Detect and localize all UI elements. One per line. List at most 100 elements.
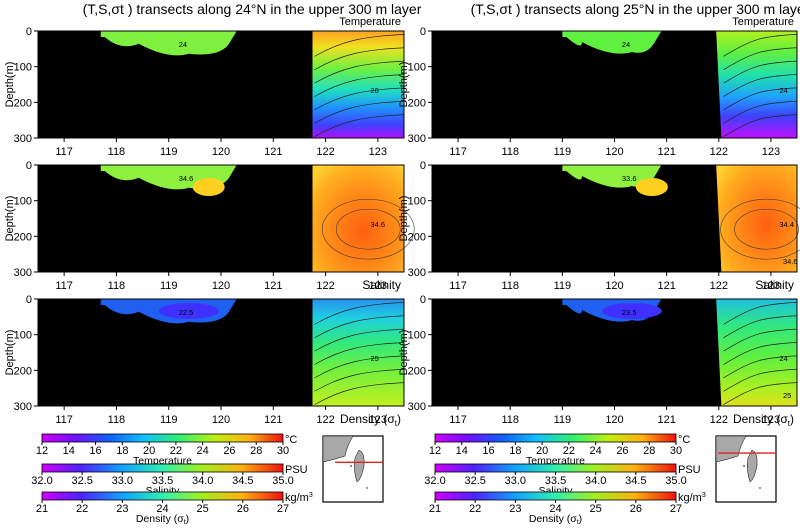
contour-line <box>720 198 800 260</box>
colorbar-tick-label: 24 <box>590 445 602 457</box>
colorbar-tick-label: 22 <box>469 503 481 515</box>
contour-line <box>314 47 405 71</box>
y-tick-label: 300 <box>408 267 426 279</box>
colorbar-unit: °C <box>285 434 297 446</box>
colorbar-tick-label: 34.0 <box>585 475 606 487</box>
x-tick-label: 121 <box>657 414 675 426</box>
colorbar-tick-label: 20 <box>536 445 548 457</box>
x-tick-label: 121 <box>264 146 282 158</box>
colorbar-tick-label: 24 <box>549 503 561 515</box>
x-tick-label: 117 <box>449 146 467 158</box>
colorbar-tick-label: 30 <box>277 445 289 457</box>
colorbar-scale <box>41 433 284 443</box>
contour-line <box>734 208 799 250</box>
contour-label: 24 <box>779 86 787 95</box>
colorbar-tick-label: 35.0 <box>665 475 686 487</box>
contour-label: 25 <box>371 354 379 363</box>
colorbar-tick-label: 27 <box>277 503 289 515</box>
contour-label: 34.4 <box>779 220 794 229</box>
panel-label: Density (σt) <box>340 412 401 428</box>
contour-line <box>314 87 405 111</box>
x-tick-label: 120 <box>212 280 230 292</box>
panel-label: Salinity <box>362 278 401 292</box>
colorbar-scale <box>434 463 677 473</box>
x-tick-label: 119 <box>160 414 178 426</box>
colorbar-tick-label: 28 <box>643 445 655 457</box>
y-tick-label: 200 <box>14 231 32 243</box>
map-mainland <box>715 435 747 463</box>
contour-line <box>314 368 405 392</box>
contour-line <box>723 302 798 325</box>
contour-label: 24 <box>179 40 187 49</box>
panel-24degN-1: 34.6 34.6 0 100 200 300 117 118 119 120 121 122 123 D… <box>4 160 415 292</box>
contour-line <box>314 114 405 137</box>
contour-label: 24 <box>779 354 787 363</box>
x-tick-label: 121 <box>264 414 282 426</box>
colorbar-tick-label: 27 <box>670 503 682 515</box>
x-tick-label: 123 <box>762 280 780 292</box>
colorbar-tick-label: 28 <box>250 445 262 457</box>
contour-line <box>335 208 401 250</box>
y-axis-label: Depth(m) <box>398 196 410 242</box>
x-tick-label: 120 <box>605 414 623 426</box>
contour-line <box>723 328 798 352</box>
shelf-coastal-strip <box>562 165 573 171</box>
x-tick-label: 119 <box>160 280 178 292</box>
colorbar-tick-label: 18 <box>116 445 128 457</box>
contour-label: 34.6 <box>179 174 194 183</box>
colorbar-tick-label: 34.0 <box>192 475 213 487</box>
colorbar-tick-label: 34.5 <box>232 475 253 487</box>
contour-line <box>314 342 405 365</box>
shelf-coastal-strip <box>562 31 573 37</box>
colorbar-tick-label: 12 <box>429 445 441 457</box>
y-tick-label: 300 <box>408 401 426 413</box>
colorbar-tick-label: 26 <box>630 503 642 515</box>
panel-label: Salinity <box>755 278 794 292</box>
panel-25degN-1: 33.6 34.4 34.6 0 100 200 300 117 118 119 120 121 122… <box>398 160 800 292</box>
colorbar-tick-label: 16 <box>89 445 101 457</box>
x-tick-label: 122 <box>710 280 728 292</box>
x-tick-label: 117 <box>55 414 73 426</box>
contour-line <box>723 74 798 97</box>
colorbar-tick-label: 23 <box>116 503 128 515</box>
contour-line <box>723 87 798 111</box>
colorbar-tick-label: 21 <box>36 503 48 515</box>
contour-line <box>314 60 405 84</box>
y-tick-label: 100 <box>14 62 32 74</box>
inset-map-1 <box>715 435 777 503</box>
y-tick-label: 100 <box>14 330 32 342</box>
x-tick-label: 122 <box>710 146 728 158</box>
colorbar-tick-label: 33.5 <box>545 475 566 487</box>
x-tick-label: 123 <box>369 280 387 292</box>
colorbar-tick-label: 14 <box>63 445 75 457</box>
x-tick-label: 117 <box>55 280 73 292</box>
y-tick-label: 0 <box>26 160 32 172</box>
colorbar-tick-label: 25 <box>197 503 209 515</box>
x-tick-label: 121 <box>264 280 282 292</box>
shelf-coastal-strip <box>100 165 111 171</box>
x-tick-label: 118 <box>501 146 519 158</box>
inset-map-0 <box>322 435 384 503</box>
y-axis-label: Depth(m) <box>4 330 16 376</box>
map-taiwan <box>354 449 365 483</box>
contour-line <box>314 34 405 57</box>
map-island <box>759 487 761 489</box>
y-tick-label: 100 <box>408 196 426 208</box>
panel-24degN-2: 22.5 25 0 100 200 300 117 118 119 120 121 122 123 Dep… <box>4 294 405 428</box>
shelf-field-west <box>562 31 662 54</box>
x-tick-label: 120 <box>605 280 623 292</box>
colorbar-tick-label: 33.0 <box>112 475 133 487</box>
colorbar-scale <box>434 433 677 443</box>
colorbar-tick-label: 22 <box>563 445 575 457</box>
x-tick-label: 119 <box>554 414 572 426</box>
colorbar-tick-label: 18 <box>509 445 521 457</box>
shelf-high-salinity <box>192 178 225 196</box>
colorbar-tick-label: 34.5 <box>625 475 646 487</box>
colorbar-tick-label: 25 <box>590 503 602 515</box>
y-axis-label: Depth(m) <box>398 62 410 108</box>
